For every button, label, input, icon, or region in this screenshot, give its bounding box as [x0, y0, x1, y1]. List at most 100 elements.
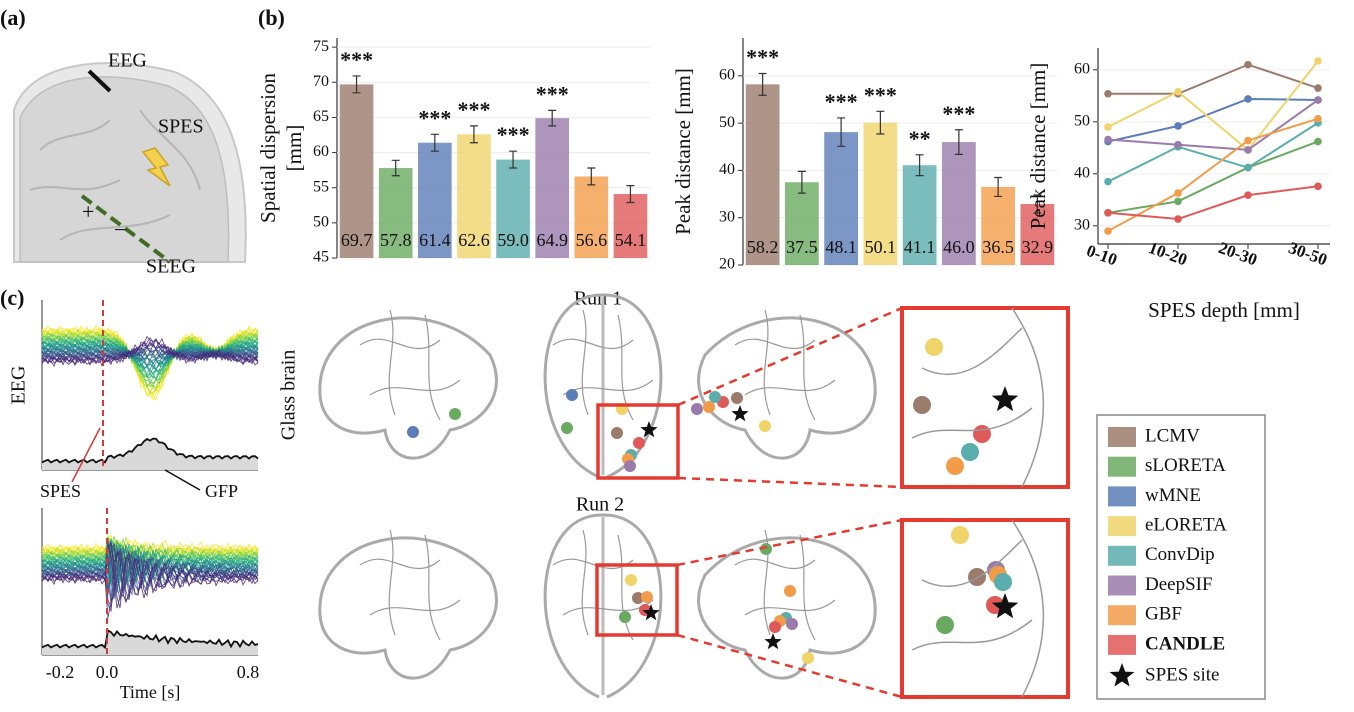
error-bar: [954, 129, 963, 155]
value-label: 59.0: [497, 230, 529, 250]
panel-label: (a): [0, 5, 26, 30]
error-bar: [1033, 194, 1042, 214]
source-dot: [968, 568, 986, 586]
significance-label: ***: [942, 101, 975, 126]
source-dot: [633, 437, 645, 449]
error-bar: [994, 176, 1003, 198]
zoom-connector: [676, 518, 903, 699]
gfp-line: [41, 437, 259, 464]
bar: [863, 122, 898, 265]
illustration-label: EEG: [108, 50, 147, 72]
series-point: [1314, 84, 1322, 92]
series-line: [1107, 140, 1319, 214]
source-dot: [925, 338, 943, 356]
source-dot: [936, 616, 954, 634]
y-axis-title: Peak distance [mm]: [671, 68, 695, 235]
significance-label: ***: [746, 45, 779, 70]
eeg-trace: [41, 549, 259, 619]
annotation-pointer: [164, 469, 201, 491]
bar: [1020, 203, 1055, 265]
gfp-area: [42, 438, 258, 470]
series-point: [1314, 96, 1322, 104]
y-tick-label: 60: [719, 67, 735, 84]
zoom-connector: [677, 306, 903, 489]
value-label: 61.4: [419, 230, 451, 250]
zoom-box: [900, 306, 1070, 489]
legend-swatch: [1108, 516, 1136, 537]
series-point: [1244, 163, 1252, 172]
source-dot: [691, 403, 703, 415]
bar: [417, 142, 452, 258]
brain-gyri: [552, 309, 654, 421]
illustration-label: −: [114, 217, 126, 242]
source-dot: [769, 621, 781, 633]
y-tick-label: 40: [1074, 164, 1090, 181]
legend-label: DeepSIF: [1145, 574, 1213, 595]
annotation-pointer: [71, 427, 101, 483]
series-point: [1314, 57, 1322, 65]
y-axis-title: Peak distance [mm]: [1026, 63, 1050, 230]
value-label: 54.1: [615, 230, 647, 250]
source-dot: [561, 422, 573, 434]
panel-label: (b): [258, 5, 285, 30]
significance-label: ***: [457, 97, 490, 122]
spes-star: [991, 593, 1019, 619]
x-tick-label: 30-50: [1286, 238, 1330, 269]
y-tick-label: 40: [719, 161, 735, 178]
y-tick-label: 55: [313, 178, 329, 195]
value-label: 50.1: [865, 237, 897, 257]
brain: [19, 76, 230, 263]
value-label: 46.0: [943, 237, 975, 257]
significance-label: ***: [497, 122, 530, 147]
legend-swatch: [1108, 427, 1136, 447]
error-bar: [548, 109, 557, 127]
source-dot: [973, 425, 991, 443]
series-line: [1107, 60, 1319, 152]
value-label: 57.8: [380, 230, 412, 250]
zoom-region: [595, 563, 679, 637]
eeg-trace: [41, 537, 259, 581]
significance-label: ***: [418, 105, 451, 130]
eeg-trace: [41, 543, 259, 592]
spes-star: [640, 421, 658, 438]
bar: [941, 142, 976, 265]
legend-label: GBF: [1145, 604, 1182, 625]
spes-star: [764, 633, 782, 650]
error-bar: [626, 185, 635, 204]
brain-outline: [697, 316, 877, 460]
error-bar: [758, 72, 767, 96]
value-label: 69.7: [341, 230, 373, 250]
series-point: [1104, 209, 1112, 217]
seeg-line: [80, 194, 172, 264]
value-label: 56.6: [576, 230, 608, 250]
series-point: [1244, 95, 1252, 103]
legend-swatch: [1108, 605, 1136, 626]
significance-label: ***: [825, 89, 858, 114]
series-line: [1107, 97, 1319, 143]
eeg-x-tick-label: -0.2: [46, 662, 75, 682]
source-dot: [961, 443, 979, 461]
zoom-gyri: [911, 519, 1045, 698]
source-dot: [703, 401, 715, 413]
y-tick-label: 50: [313, 214, 329, 231]
significance-label: **: [909, 126, 931, 151]
eeg-trace: [41, 548, 259, 604]
x-tick-label: 20-30: [1216, 238, 1260, 269]
value-label: 37.5: [786, 237, 818, 257]
eeg-annotation: GFP: [205, 481, 238, 501]
legend-star: [1109, 663, 1135, 687]
error-bar: [352, 75, 361, 94]
value-label: 64.9: [536, 230, 568, 250]
series-point: [1314, 114, 1322, 123]
legend-label: SPES site: [1145, 664, 1219, 685]
brain-gyri: [359, 309, 461, 421]
source-dot: [624, 460, 636, 472]
y-tick-label: 50: [1074, 112, 1090, 129]
series-point: [1174, 215, 1182, 223]
eeg-trace: [41, 552, 259, 613]
brain-gyri: [359, 529, 461, 641]
error-bar: [430, 133, 439, 152]
value-label: 41.1: [904, 237, 936, 257]
x-axis-title: SPES depth [mm]: [1148, 298, 1300, 322]
